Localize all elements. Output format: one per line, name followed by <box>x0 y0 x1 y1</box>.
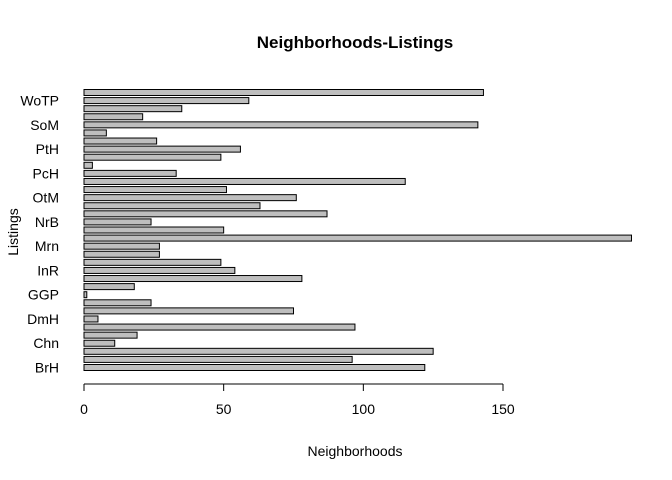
x-tick-label-150: 150 <box>491 401 515 417</box>
bar-14 <box>83 250 160 258</box>
y-tick-label-DmH: DmH <box>27 311 59 327</box>
y-axis-label: Listings <box>5 208 21 255</box>
y-axis: BrH Chn DmH GGP InR Mrn NrB OtM PcH PtH SoM WoTP <box>20 93 59 376</box>
bars-group <box>83 89 632 371</box>
x-tick-label-100: 100 <box>352 401 376 417</box>
bar-22 <box>83 186 227 194</box>
bar-0 <box>83 364 426 371</box>
bar-23 <box>83 177 406 185</box>
bar-8 <box>83 299 152 307</box>
bar-18 <box>83 218 152 226</box>
bar-24 <box>83 169 177 177</box>
y-tick-label-OtM: OtM <box>33 190 59 206</box>
bar-9 <box>83 291 88 299</box>
y-tick-label-WoTP: WoTP <box>20 93 59 109</box>
bar-31 <box>83 113 144 121</box>
bar-19 <box>83 210 328 218</box>
bar-2 <box>83 347 434 355</box>
x-axis: 0 50 100 150 <box>80 383 515 417</box>
y-tick-label-NrB: NrB <box>35 214 59 230</box>
chart-title: Neighborhoods-Listings <box>257 33 453 52</box>
bar-6 <box>83 315 99 323</box>
bar-25 <box>83 161 93 169</box>
x-tick-label-0: 0 <box>80 401 88 417</box>
bar-21 <box>83 194 297 202</box>
x-axis-label: Neighborhoods <box>308 443 403 459</box>
y-tick-label-BrH: BrH <box>35 360 59 376</box>
y-tick-label-Chn: Chn <box>33 335 59 351</box>
bar-16 <box>83 234 632 242</box>
bar-33 <box>83 97 250 105</box>
bar-30 <box>83 121 479 129</box>
bar-28 <box>83 137 158 145</box>
bar-10 <box>83 283 135 291</box>
bar-26 <box>83 153 222 161</box>
bar-13 <box>83 258 222 266</box>
bar-15 <box>83 242 160 250</box>
bar-27 <box>83 145 241 153</box>
bar-11 <box>83 275 303 283</box>
y-tick-label-GGP: GGP <box>28 287 59 303</box>
bar-1 <box>83 355 353 363</box>
bar-3 <box>83 339 116 347</box>
bar-12 <box>83 266 236 274</box>
bar-4 <box>83 331 138 339</box>
bar-32 <box>83 105 183 113</box>
bar-34 <box>83 89 484 96</box>
bar-7 <box>83 307 294 315</box>
y-tick-label-PtH: PtH <box>36 141 59 157</box>
y-tick-label-InR: InR <box>37 262 59 278</box>
y-tick-label-PcH: PcH <box>33 165 59 181</box>
bar-5 <box>83 323 356 331</box>
bar-20 <box>83 202 261 210</box>
bar-17 <box>83 226 225 234</box>
bar-29 <box>83 129 107 137</box>
y-tick-label-Mrn: Mrn <box>35 238 59 254</box>
y-tick-label-SoM: SoM <box>30 117 59 133</box>
x-tick-label-50: 50 <box>216 401 232 417</box>
